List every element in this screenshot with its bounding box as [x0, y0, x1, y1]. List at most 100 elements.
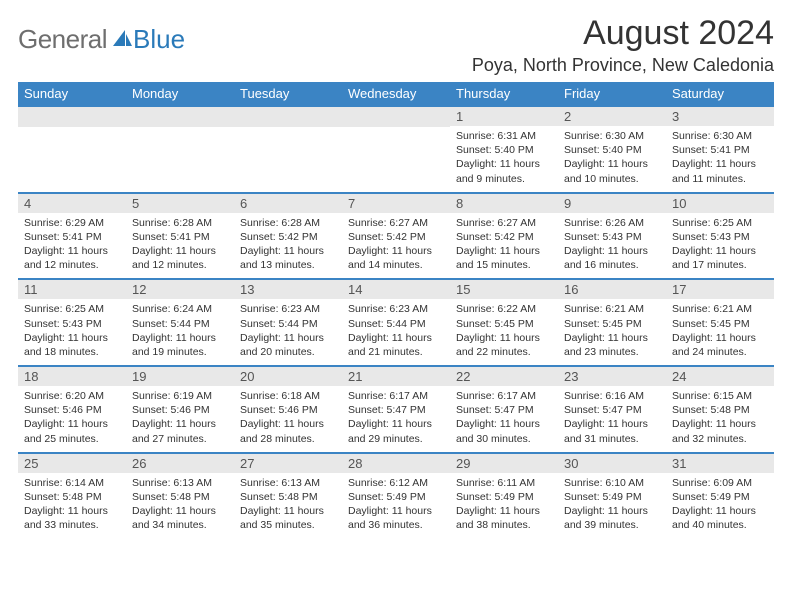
day-info-line: Daylight: 11 hours: [672, 244, 768, 258]
day-info-line: and 18 minutes.: [24, 345, 120, 359]
day-info-line: Sunset: 5:41 PM: [132, 230, 228, 244]
logo-blue-label: Blue: [133, 24, 185, 55]
day-content: [234, 127, 342, 189]
calendar-cell: [18, 106, 126, 193]
day-number: [18, 107, 126, 127]
day-info-line: Sunrise: 6:21 AM: [672, 302, 768, 316]
day-info-line: and 12 minutes.: [24, 258, 120, 272]
day-content: Sunrise: 6:30 AMSunset: 5:40 PMDaylight:…: [558, 126, 666, 192]
day-header: Saturday: [666, 82, 774, 106]
day-info-line: Sunset: 5:40 PM: [456, 143, 552, 157]
day-info-line: Sunrise: 6:13 AM: [240, 476, 336, 490]
day-info-line: Sunrise: 6:30 AM: [672, 129, 768, 143]
day-number: 18: [18, 367, 126, 386]
day-info-line: Sunrise: 6:19 AM: [132, 389, 228, 403]
day-content: [342, 127, 450, 189]
day-info-line: Sunrise: 6:20 AM: [24, 389, 120, 403]
day-number: 12: [126, 280, 234, 299]
day-number: [126, 107, 234, 127]
day-header: Wednesday: [342, 82, 450, 106]
day-info-line: Sunrise: 6:27 AM: [348, 216, 444, 230]
day-info-line: and 12 minutes.: [132, 258, 228, 272]
calendar-cell: 12Sunrise: 6:24 AMSunset: 5:44 PMDayligh…: [126, 279, 234, 366]
calendar-cell: 10Sunrise: 6:25 AMSunset: 5:43 PMDayligh…: [666, 193, 774, 280]
calendar-table: SundayMondayTuesdayWednesdayThursdayFrid…: [18, 82, 774, 538]
day-number: 3: [666, 107, 774, 126]
day-number: 6: [234, 194, 342, 213]
day-content: Sunrise: 6:25 AMSunset: 5:43 PMDaylight:…: [666, 213, 774, 279]
calendar-body: 1Sunrise: 6:31 AMSunset: 5:40 PMDaylight…: [18, 106, 774, 538]
day-content: Sunrise: 6:13 AMSunset: 5:48 PMDaylight:…: [126, 473, 234, 539]
day-info-line: Sunset: 5:46 PM: [240, 403, 336, 417]
day-number: 21: [342, 367, 450, 386]
calendar-cell: 25Sunrise: 6:14 AMSunset: 5:48 PMDayligh…: [18, 453, 126, 539]
calendar-cell: 19Sunrise: 6:19 AMSunset: 5:46 PMDayligh…: [126, 366, 234, 453]
calendar-cell: 1Sunrise: 6:31 AMSunset: 5:40 PMDaylight…: [450, 106, 558, 193]
day-info-line: and 13 minutes.: [240, 258, 336, 272]
day-info-line: Daylight: 11 hours: [672, 417, 768, 431]
day-number: 29: [450, 454, 558, 473]
day-info-line: Daylight: 11 hours: [564, 504, 660, 518]
day-info-line: Sunset: 5:47 PM: [348, 403, 444, 417]
day-info-line: and 17 minutes.: [672, 258, 768, 272]
day-number: 7: [342, 194, 450, 213]
calendar-cell: 17Sunrise: 6:21 AMSunset: 5:45 PMDayligh…: [666, 279, 774, 366]
day-number: 19: [126, 367, 234, 386]
day-info-line: Daylight: 11 hours: [564, 417, 660, 431]
calendar-cell: [234, 106, 342, 193]
day-number: 17: [666, 280, 774, 299]
day-info-line: Sunset: 5:44 PM: [240, 317, 336, 331]
day-number: 8: [450, 194, 558, 213]
calendar-cell: 28Sunrise: 6:12 AMSunset: 5:49 PMDayligh…: [342, 453, 450, 539]
day-number: 25: [18, 454, 126, 473]
day-info-line: Sunrise: 6:12 AM: [348, 476, 444, 490]
day-info-line: Daylight: 11 hours: [672, 157, 768, 171]
day-info-line: Sunset: 5:46 PM: [132, 403, 228, 417]
title-block: August 2024 Poya, North Province, New Ca…: [472, 14, 774, 76]
calendar-cell: 31Sunrise: 6:09 AMSunset: 5:49 PMDayligh…: [666, 453, 774, 539]
day-info-line: Daylight: 11 hours: [240, 244, 336, 258]
day-header: Tuesday: [234, 82, 342, 106]
logo-gray-text: General: [18, 24, 107, 55]
day-info-line: Sunset: 5:42 PM: [348, 230, 444, 244]
day-info-line: Sunset: 5:43 PM: [24, 317, 120, 331]
calendar-cell: 27Sunrise: 6:13 AMSunset: 5:48 PMDayligh…: [234, 453, 342, 539]
day-info-line: Sunset: 5:49 PM: [348, 490, 444, 504]
day-info-line: Sunrise: 6:24 AM: [132, 302, 228, 316]
day-number: 23: [558, 367, 666, 386]
day-info-line: Sunrise: 6:15 AM: [672, 389, 768, 403]
day-info-line: Daylight: 11 hours: [348, 331, 444, 345]
day-info-line: Daylight: 11 hours: [456, 244, 552, 258]
calendar-cell: 16Sunrise: 6:21 AMSunset: 5:45 PMDayligh…: [558, 279, 666, 366]
day-info-line: and 30 minutes.: [456, 432, 552, 446]
day-content: Sunrise: 6:15 AMSunset: 5:48 PMDaylight:…: [666, 386, 774, 452]
calendar-cell: 20Sunrise: 6:18 AMSunset: 5:46 PMDayligh…: [234, 366, 342, 453]
day-info-line: Sunrise: 6:18 AM: [240, 389, 336, 403]
day-info-line: and 39 minutes.: [564, 518, 660, 532]
calendar-cell: 3Sunrise: 6:30 AMSunset: 5:41 PMDaylight…: [666, 106, 774, 193]
day-info-line: Sunrise: 6:25 AM: [24, 302, 120, 316]
day-info-line: Daylight: 11 hours: [672, 331, 768, 345]
day-info-line: and 11 minutes.: [672, 172, 768, 186]
day-number: 14: [342, 280, 450, 299]
day-info-line: Daylight: 11 hours: [348, 244, 444, 258]
day-info-line: Sunset: 5:42 PM: [240, 230, 336, 244]
day-info-line: Daylight: 11 hours: [564, 331, 660, 345]
day-info-line: and 31 minutes.: [564, 432, 660, 446]
day-info-line: Sunset: 5:45 PM: [564, 317, 660, 331]
day-info-line: and 16 minutes.: [564, 258, 660, 272]
day-content: Sunrise: 6:18 AMSunset: 5:46 PMDaylight:…: [234, 386, 342, 452]
day-info-line: Sunrise: 6:13 AM: [132, 476, 228, 490]
day-info-line: Daylight: 11 hours: [348, 504, 444, 518]
calendar-cell: 6 Sunrise: 6:28 AMSunset: 5:42 PMDaylight…: [234, 193, 342, 280]
day-content: Sunrise: 6:23 AMSunset: 5:44 PMDaylight:…: [342, 299, 450, 365]
calendar-cell: 30Sunrise: 6:10 AMSunset: 5:49 PMDayligh…: [558, 453, 666, 539]
day-content: Sunrise: 6:20 AMSunset: 5:46 PMDaylight:…: [18, 386, 126, 452]
calendar-cell: 4Sunrise: 6:29 AMSunset: 5:41 PMDaylight…: [18, 193, 126, 280]
day-info-line: Sunset: 5:49 PM: [456, 490, 552, 504]
day-content: Sunrise: 6:12 AMSunset: 5:49 PMDaylight:…: [342, 473, 450, 539]
day-number: [234, 107, 342, 127]
day-info-line: Sunrise: 6:28 AM: [240, 216, 336, 230]
day-info-line: Sunset: 5:49 PM: [672, 490, 768, 504]
day-info-line: and 40 minutes.: [672, 518, 768, 532]
